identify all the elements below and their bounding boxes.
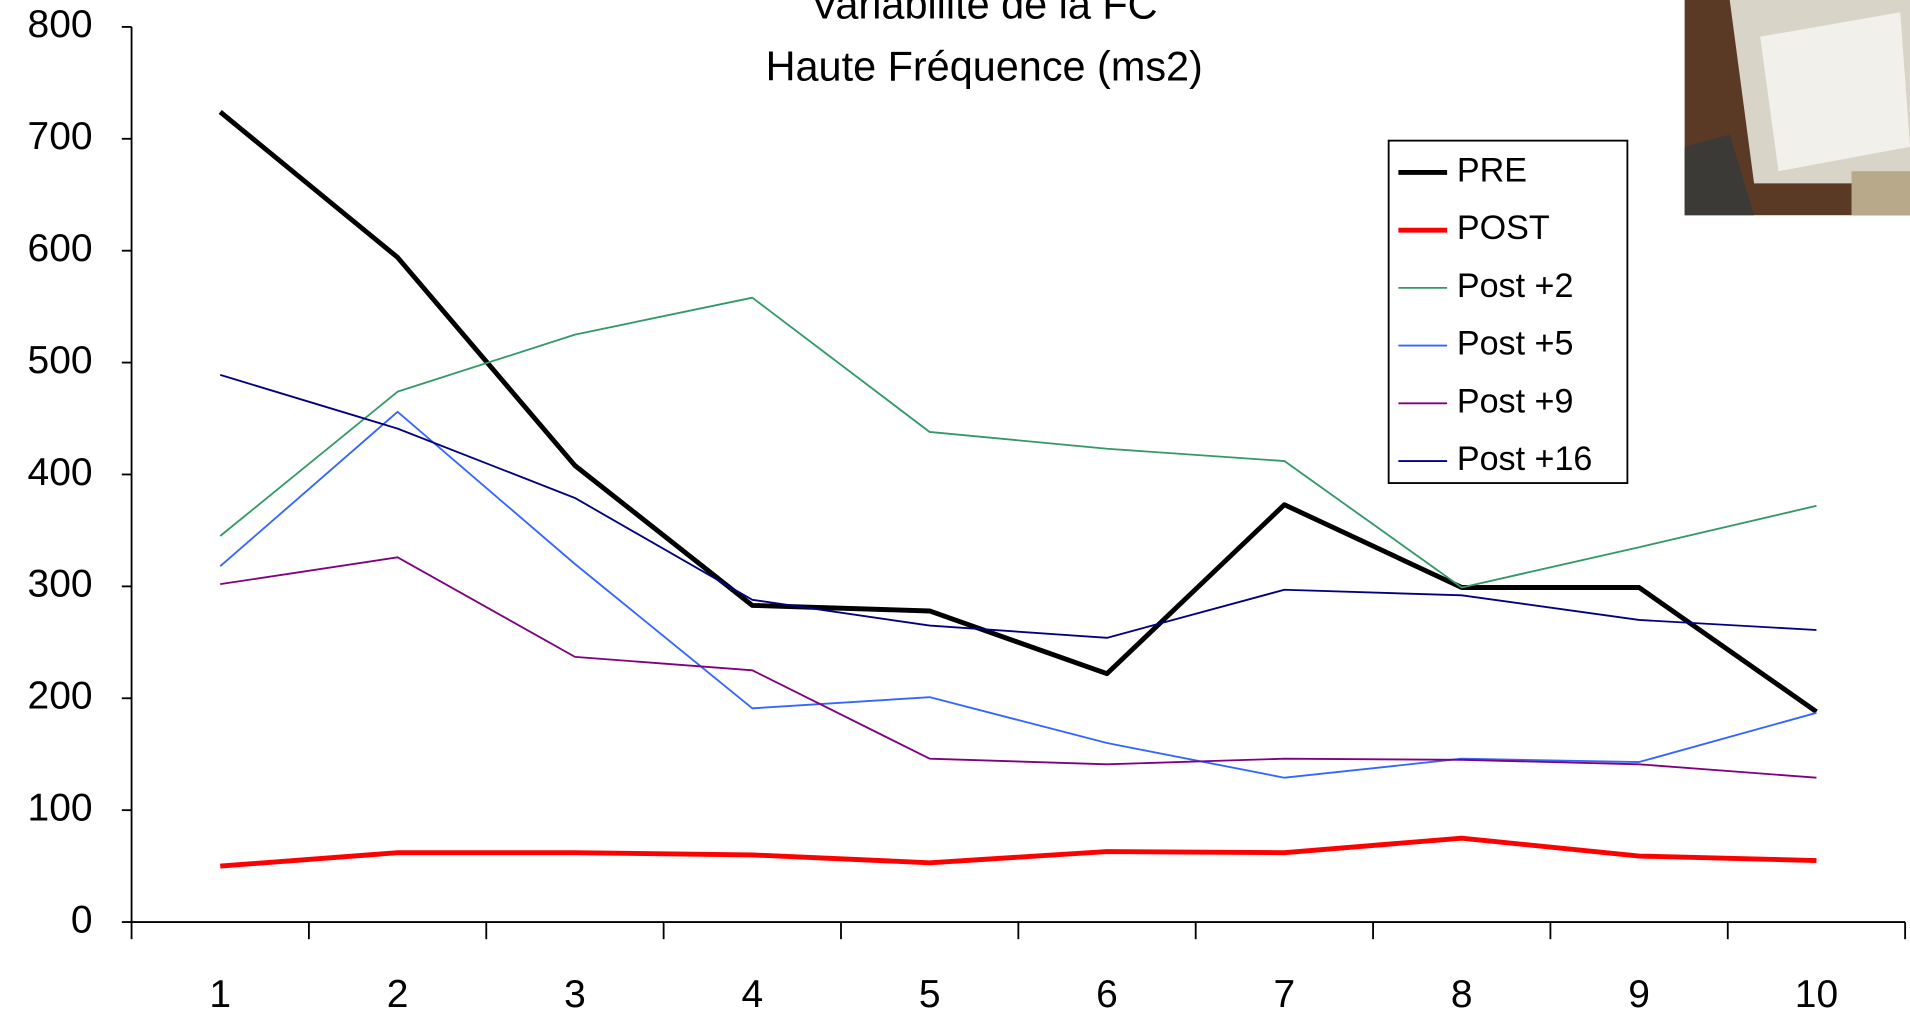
legend-label: Post +16 [1457,440,1593,478]
y-tick-label: 600 [28,227,93,270]
photo [1684,0,1910,216]
y-tick-label: 500 [28,339,93,382]
x-tick-label: 7 [1274,973,1296,1015]
x-tick-label: 9 [1628,973,1650,1015]
series-line [219,374,1817,639]
x-tick-label: 5 [919,973,941,1015]
legend-label: Post +9 [1457,382,1574,420]
y-tick-label: 400 [28,451,93,494]
x-tick-label: 1 [209,973,231,1015]
legend-label: PRE [1457,151,1527,189]
series-line [220,835,1817,869]
x-tick-label: 6 [1096,973,1118,1015]
x-tick-label: 10 [1795,973,1838,1015]
legend-label: Post +5 [1457,325,1574,363]
y-tick-label: 800 [28,3,93,46]
series-line [220,556,1817,779]
legend [1387,139,1629,484]
legend-label: POST [1457,209,1550,247]
y-tick-label: 300 [28,563,93,606]
x-tick-label: 8 [1451,973,1473,1015]
chart-title: Variabilité de la FC [811,0,1158,27]
chart-subtitle: Haute Fréquence (ms2) [766,43,1203,90]
y-tick-label: 100 [28,786,93,829]
y-tick-label: 200 [28,675,93,718]
x-tick-label: 2 [387,973,409,1015]
legend-label: Post +2 [1457,267,1574,305]
series-line [219,410,1817,779]
y-tick-label: 700 [28,115,93,158]
x-tick-label: 3 [564,973,586,1015]
y-tick-label: 0 [71,898,93,941]
series-line [218,110,1818,714]
series-line [219,296,1817,589]
x-tick-label: 4 [741,973,763,1015]
